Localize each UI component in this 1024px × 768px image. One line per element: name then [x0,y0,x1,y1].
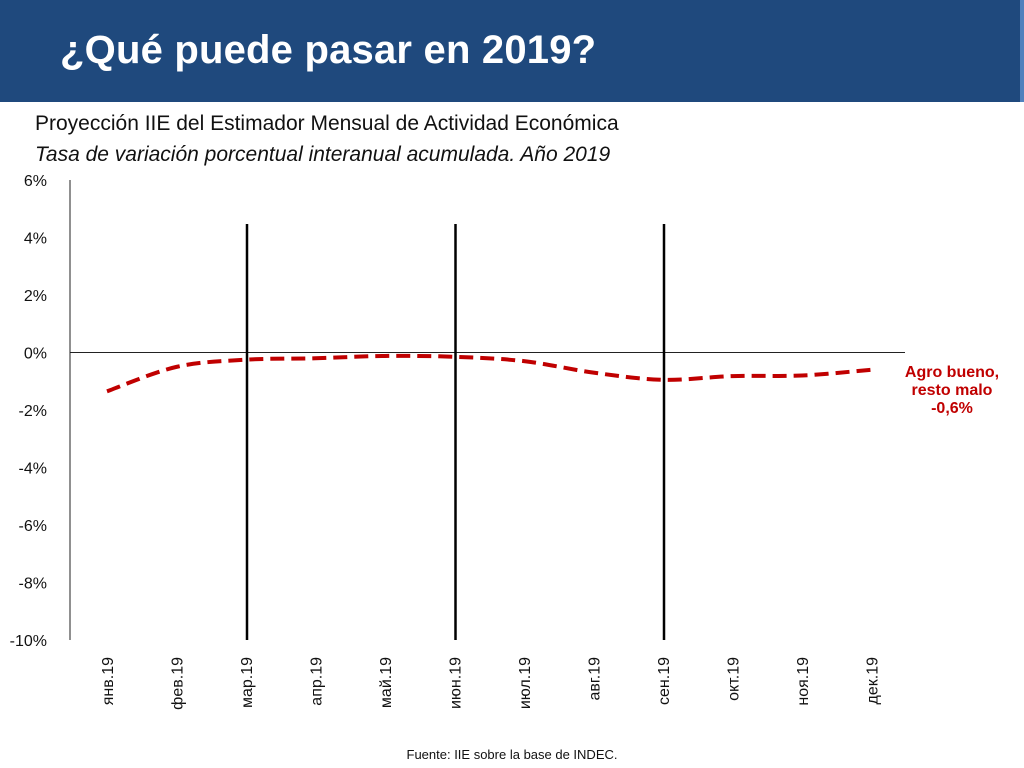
x-tick-label: окт.19 [726,657,743,701]
x-tick-label: фев.19 [170,657,187,710]
series-end-label: -0,6% [931,400,973,417]
title-bar-accent [1020,0,1024,102]
x-tick-label: июл.19 [517,657,534,709]
y-tick-label: 4% [24,231,47,248]
y-tick-label: -8% [19,576,47,593]
y-tick-label: -4% [19,461,47,478]
x-tick-label: янв.19 [100,657,117,705]
y-tick-label: 6% [24,173,47,190]
x-tick-label: июн.19 [448,657,465,709]
x-tick-label: май.19 [378,657,395,708]
x-tick-label: апр.19 [309,657,326,706]
series-line [106,353,872,394]
source-footnote: Fuente: IIE sobre la base de INDEC. [406,747,618,762]
chart-title: Proyección IIE del Estimador Mensual de … [35,112,619,135]
y-tick-label: -2% [19,403,47,420]
x-tick-label: ноя.19 [795,657,812,706]
y-tick-label: -6% [19,518,47,535]
chart-subtitle: Tasa de variación porcentual interanual … [35,143,611,166]
y-tick-label: 0% [24,346,47,363]
y-tick-label: -10% [10,633,47,650]
slide-title: ¿Qué puede pasar en 2019? [60,28,597,72]
x-tick-label: мар.19 [239,657,256,708]
x-tick-label: дек.19 [865,657,882,705]
series-end-label: Agro bueno, [905,364,999,381]
x-tick-label: сен.19 [656,657,673,705]
y-tick-label: 2% [24,288,47,305]
series-end-label: resto malo [912,382,993,399]
title-bar: ¿Qué puede pasar en 2019? [0,0,1024,102]
x-tick-label: авг.19 [587,657,604,701]
